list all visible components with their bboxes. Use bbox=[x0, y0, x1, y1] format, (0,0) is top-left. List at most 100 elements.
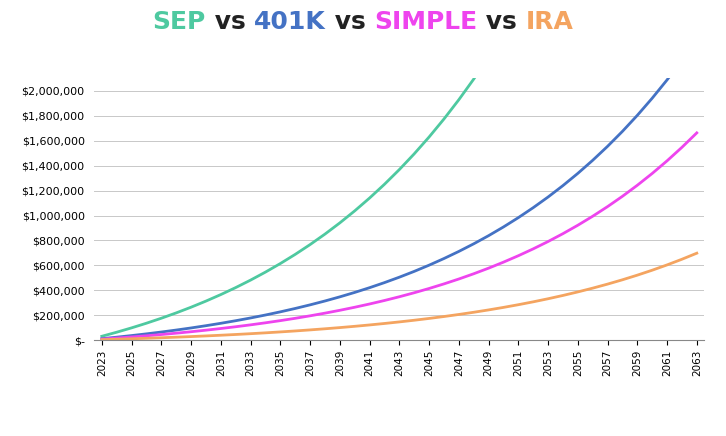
IRA bbox=[648, 268, 656, 273]
IRA bbox=[113, 337, 121, 342]
SIMPLE bbox=[663, 158, 672, 164]
401K bbox=[469, 241, 478, 246]
401K bbox=[127, 333, 136, 338]
401K bbox=[321, 298, 330, 303]
SEP bbox=[499, 31, 507, 36]
401K bbox=[514, 215, 523, 220]
401K bbox=[574, 171, 582, 176]
SIMPLE bbox=[306, 313, 314, 318]
401K bbox=[216, 320, 225, 326]
401K bbox=[439, 256, 448, 261]
SIMPLE bbox=[97, 337, 106, 342]
IRA bbox=[157, 335, 166, 341]
IRA bbox=[544, 296, 552, 301]
IRA bbox=[499, 305, 507, 310]
SEP bbox=[97, 334, 106, 339]
401K bbox=[633, 113, 642, 118]
SEP bbox=[276, 261, 285, 266]
SIMPLE bbox=[380, 298, 389, 303]
SIMPLE bbox=[425, 286, 433, 291]
401K bbox=[558, 183, 567, 188]
SEP bbox=[514, 6, 523, 11]
IRA bbox=[588, 286, 597, 291]
401K bbox=[291, 306, 300, 311]
SIMPLE bbox=[187, 329, 195, 334]
SIMPLE bbox=[677, 145, 686, 150]
SEP bbox=[351, 208, 359, 214]
SEP bbox=[187, 305, 195, 310]
SIMPLE bbox=[693, 130, 701, 136]
401K bbox=[113, 334, 121, 340]
IRA bbox=[232, 332, 240, 337]
401K bbox=[544, 194, 552, 200]
SEP bbox=[321, 232, 330, 237]
401K bbox=[484, 233, 493, 238]
SEP bbox=[380, 182, 389, 187]
IRA bbox=[306, 327, 314, 333]
SIMPLE bbox=[529, 246, 537, 252]
IRA bbox=[425, 316, 433, 321]
SEP bbox=[306, 242, 314, 247]
SEP bbox=[157, 316, 166, 321]
SIMPLE bbox=[439, 281, 448, 286]
401K bbox=[395, 275, 404, 280]
SIMPLE bbox=[499, 259, 507, 265]
IRA bbox=[529, 299, 537, 304]
SIMPLE bbox=[142, 333, 151, 338]
401K bbox=[603, 144, 612, 149]
SIMPLE bbox=[588, 214, 597, 219]
IRA bbox=[142, 336, 151, 341]
Line: IRA: IRA bbox=[102, 253, 697, 340]
IRA bbox=[127, 336, 136, 341]
IRA bbox=[558, 293, 567, 298]
IRA bbox=[380, 321, 389, 326]
Text: vs: vs bbox=[326, 10, 374, 34]
SIMPLE bbox=[321, 310, 330, 316]
SEP bbox=[172, 310, 181, 316]
SEP bbox=[127, 325, 136, 330]
IRA bbox=[246, 331, 255, 336]
IRA bbox=[187, 334, 195, 339]
SEP bbox=[113, 330, 121, 335]
SIMPLE bbox=[232, 324, 240, 329]
401K bbox=[187, 325, 195, 330]
IRA bbox=[618, 277, 627, 283]
401K bbox=[618, 129, 627, 134]
Text: vs: vs bbox=[478, 10, 526, 34]
SIMPLE bbox=[246, 322, 255, 327]
401K bbox=[409, 269, 418, 274]
401K bbox=[335, 294, 344, 300]
IRA bbox=[633, 272, 642, 278]
Line: 401K: 401K bbox=[102, 39, 697, 339]
SIMPLE bbox=[202, 327, 211, 333]
SIMPLE bbox=[291, 316, 300, 321]
401K bbox=[97, 336, 106, 341]
IRA bbox=[574, 290, 582, 295]
401K bbox=[172, 327, 181, 333]
SIMPLE bbox=[558, 231, 567, 236]
SIMPLE bbox=[127, 334, 136, 340]
401K bbox=[588, 158, 597, 163]
Text: SEP: SEP bbox=[152, 10, 205, 34]
SEP bbox=[409, 151, 418, 157]
IRA bbox=[677, 257, 686, 262]
401K bbox=[202, 323, 211, 328]
401K bbox=[261, 313, 270, 318]
SIMPLE bbox=[113, 335, 121, 341]
IRA bbox=[321, 326, 330, 331]
SIMPLE bbox=[351, 305, 359, 310]
IRA bbox=[335, 325, 344, 330]
IRA bbox=[291, 328, 300, 334]
IRA bbox=[454, 312, 463, 317]
SIMPLE bbox=[648, 171, 656, 176]
SIMPLE bbox=[633, 183, 642, 188]
IRA bbox=[216, 333, 225, 338]
SEP bbox=[484, 54, 493, 60]
SEP bbox=[261, 269, 270, 275]
IRA bbox=[276, 329, 285, 334]
IRA bbox=[395, 319, 404, 324]
SEP bbox=[202, 299, 211, 304]
SIMPLE bbox=[514, 253, 523, 259]
SEP bbox=[291, 252, 300, 257]
SIMPLE bbox=[618, 194, 627, 199]
